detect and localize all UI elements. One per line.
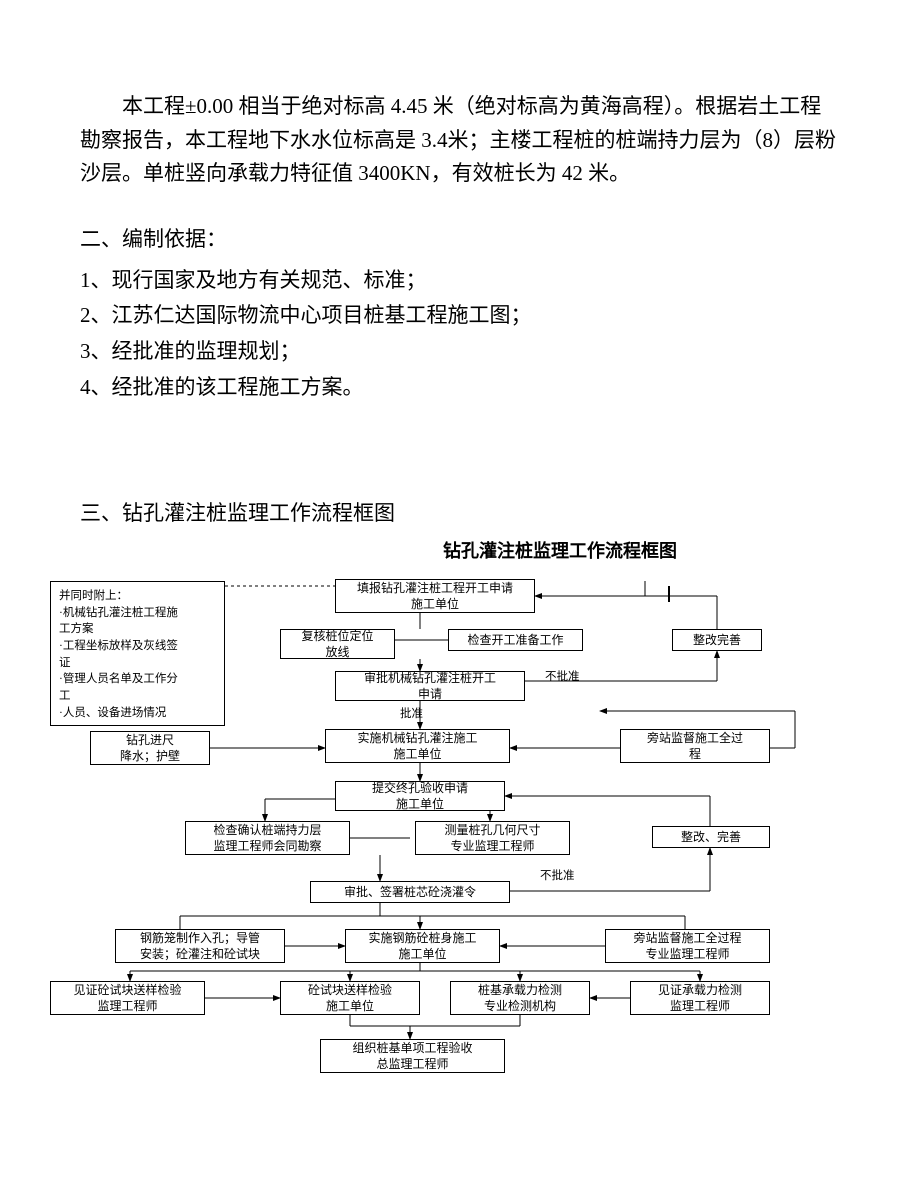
flow-node-n19: 桩基承载力检测专业检测机构	[450, 981, 590, 1015]
section2-item-4: 4、经批准的该工程施工方案。	[80, 370, 840, 406]
flow-node-n5: 审批机械钻孔灌注桩开工申请	[335, 671, 525, 701]
flow-node-n14: 钢筋笼制作入孔；导管安装；砼灌注和砼试块	[115, 929, 285, 963]
flow-node-n2: 复核桩位定位放线	[280, 629, 395, 659]
flow-node-n16: 旁站监督施工全过程专业监理工程师	[605, 929, 770, 963]
flow-node-n13: 审批、签署桩芯砼浇灌令	[310, 881, 510, 903]
flow-node-n17: 见证砼试块送样检验监理工程师	[50, 981, 205, 1015]
flow-node-n11: 测量桩孔几何尺寸专业监理工程师	[415, 821, 570, 855]
flow-node-n1: 填报钻孔灌注桩工程开工申请施工单位	[335, 579, 535, 613]
flow-node-n12: 整改、完善	[652, 826, 770, 848]
flow-label-l_pass1: 批准	[400, 705, 423, 721]
flowchart-title: 钻孔灌注桩监理工作流程框图	[280, 537, 840, 563]
section2-item-2: 2、江苏仁达国际物流中心项目桩基工程施工图；	[80, 298, 840, 334]
section2-item-3: 3、经批准的监理规划；	[80, 334, 840, 370]
flow-node-n10: 检查确认桩端持力层监理工程师会同勘察	[185, 821, 350, 855]
flow-label-l_nopass1: 不批准	[545, 668, 580, 684]
flow-node-n3: 检查开工准备工作	[448, 629, 583, 651]
flow-node-n6: 钻孔进尺降水；护壁	[90, 731, 210, 765]
flow-node-n4: 整改完善	[672, 629, 762, 651]
flow-node-n15: 实施钢筋砼桩身施工施工单位	[345, 929, 500, 963]
flow-node-n18: 砼试块送样检验施工单位	[280, 981, 420, 1015]
flow-attach-box: 并同时附上：·机械钻孔灌注桩工程施 工方案·工程坐标放样及灰线签 证·管理人员名…	[50, 581, 225, 726]
paragraph-intro: 本工程±0.00 相当于绝对标高 4.45 米（绝对标高为黄海高程）。根据岩土工…	[80, 90, 840, 191]
flow-node-n8: 旁站监督施工全过程	[620, 729, 770, 763]
flow-node-n7: 实施机械钻孔灌注施工施工单位	[325, 729, 510, 763]
flow-node-n21: 组织桩基单项工程验收总监理工程师	[320, 1039, 505, 1073]
flow-node-n20: 见证承载力检测监理工程师	[630, 981, 770, 1015]
flowchart-container: 并同时附上：·机械钻孔灌注桩工程施 工方案·工程坐标放样及灰线签 证·管理人员名…	[50, 571, 830, 1131]
section2-item-1: 1、现行国家及地方有关规范、标准；	[80, 263, 840, 299]
flow-label-l_nopass2: 不批准	[540, 867, 575, 883]
flow-node-n9: 提交终孔验收申请施工单位	[335, 781, 505, 811]
section2-heading: 二、编制依据：	[80, 221, 840, 259]
section3-heading: 三、钻孔灌注桩监理工作流程框图	[80, 495, 840, 533]
